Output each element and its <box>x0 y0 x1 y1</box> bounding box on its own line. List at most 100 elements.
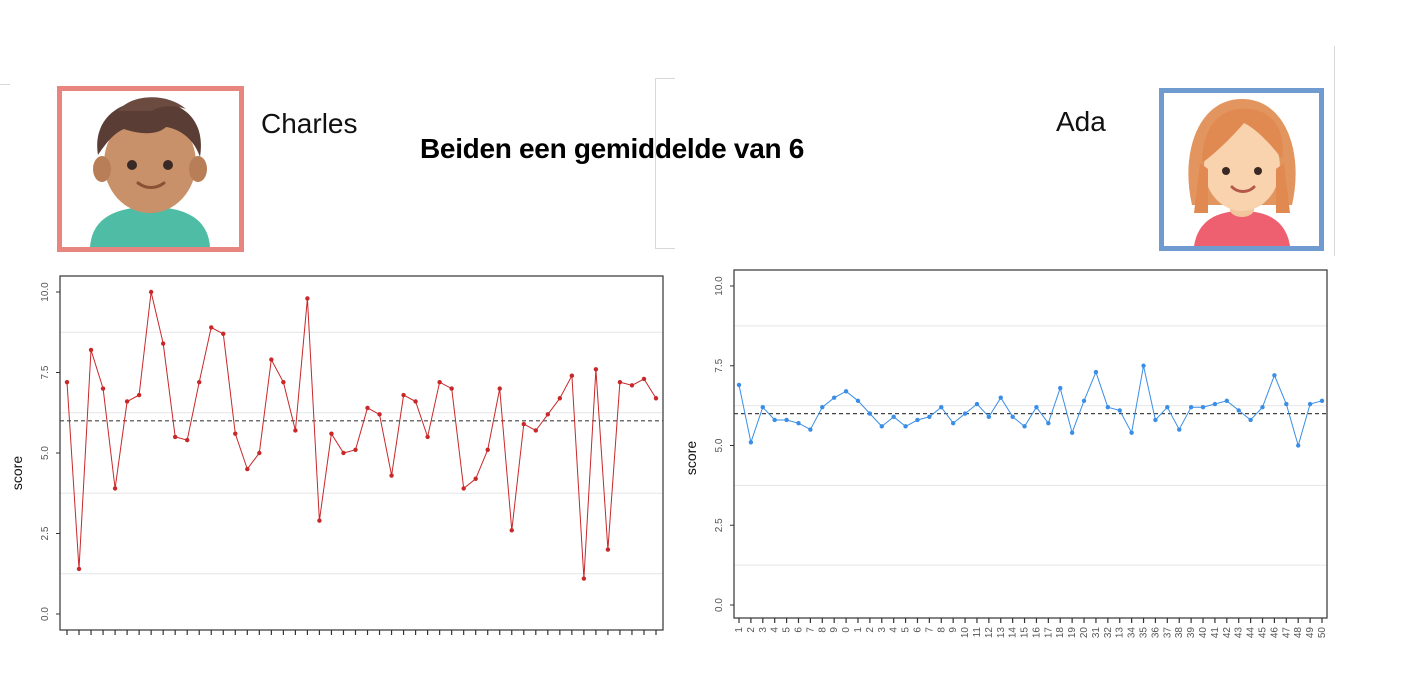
data-point <box>950 420 956 426</box>
data-point <box>903 424 908 429</box>
x-tick-label: 45 <box>1258 627 1269 639</box>
x-tick-label: 39 <box>1186 627 1197 639</box>
y-tick-label: 10.0 <box>714 276 725 296</box>
data-point <box>1069 430 1075 435</box>
data-point <box>593 367 599 372</box>
data-point <box>100 386 106 391</box>
x-tick-label: 10 <box>960 627 971 639</box>
center-bracket-top <box>655 78 675 79</box>
data-point <box>1236 408 1241 413</box>
x-tick-label: 18 <box>1055 627 1066 639</box>
data-point <box>986 414 992 419</box>
data-point <box>581 576 587 581</box>
data-point <box>760 405 765 410</box>
data-point <box>1010 414 1015 419</box>
y-tick-label: 5.0 <box>40 446 51 460</box>
charles-avatar <box>57 86 244 252</box>
data-point <box>831 395 837 400</box>
y-axis-label: score <box>9 456 25 490</box>
boy-avatar-icon <box>90 97 210 247</box>
data-point <box>1284 401 1289 407</box>
x-tick-label: 31 <box>1091 627 1102 639</box>
x-tick-label: 8 <box>936 627 947 633</box>
data-point <box>879 424 884 429</box>
x-tick-label: 34 <box>1127 627 1138 639</box>
x-tick-label: 4 <box>889 627 900 633</box>
y-tick-label: 10.0 <box>40 282 51 302</box>
x-tick-label: 9 <box>829 627 840 633</box>
data-point <box>1081 398 1087 404</box>
data-point <box>1296 443 1301 448</box>
x-tick-label: 15 <box>1020 627 1031 639</box>
data-point <box>927 414 932 419</box>
data-point <box>521 421 526 427</box>
data-point <box>629 383 635 388</box>
ada-avatar <box>1159 88 1324 251</box>
x-tick-label: 40 <box>1198 627 1209 639</box>
data-point <box>136 392 142 398</box>
data-point <box>605 547 611 552</box>
y-tick-label: 0.0 <box>714 598 725 612</box>
x-tick-label: 5 <box>901 627 912 633</box>
data-point <box>545 412 551 417</box>
data-point <box>461 486 466 491</box>
data-point <box>389 473 394 478</box>
x-tick-label: 16 <box>1031 627 1042 639</box>
girl-avatar-icon <box>1188 99 1296 246</box>
data-point <box>365 405 370 411</box>
data-point <box>1034 405 1039 410</box>
y-tick-label: 2.5 <box>714 518 725 532</box>
data-point <box>64 379 70 385</box>
x-tick-label: 50 <box>1317 627 1328 639</box>
x-tick-label: 12 <box>984 627 995 639</box>
x-tick-label: 11 <box>972 627 983 638</box>
data-point <box>293 428 298 433</box>
x-tick-label: 46 <box>1269 627 1280 639</box>
data-point <box>1141 363 1146 368</box>
x-tick-label: 41 <box>1210 627 1221 639</box>
data-point <box>939 405 944 410</box>
data-point <box>1058 385 1063 391</box>
x-tick-label: 7 <box>805 627 816 633</box>
x-tick-label: 20 <box>1079 627 1090 639</box>
x-tick-label: 13 <box>996 627 1007 639</box>
center-bracket-side <box>655 78 656 249</box>
data-point <box>1272 373 1277 378</box>
y-tick-label: 7.5 <box>40 365 51 379</box>
x-tick-label: 49 <box>1305 627 1316 639</box>
data-point <box>353 447 358 452</box>
data-point <box>1319 398 1325 404</box>
page-title: Beiden een gemiddelde van 6 <box>420 133 805 164</box>
x-tick-label: 36 <box>1150 627 1161 639</box>
x-tick-label: 13 <box>1115 627 1126 639</box>
data-point <box>329 431 334 436</box>
data-point <box>1248 417 1253 423</box>
data-point <box>748 440 754 445</box>
data-point <box>736 382 742 388</box>
data-point <box>1046 420 1051 426</box>
data-point <box>269 357 274 362</box>
data-point <box>317 518 322 523</box>
x-tick-label: 42 <box>1222 627 1233 639</box>
x-tick-label: 19 <box>1067 627 1078 639</box>
x-tick-label: 6 <box>793 627 804 633</box>
data-point <box>124 399 130 404</box>
data-point <box>257 450 262 456</box>
data-point <box>425 434 430 440</box>
x-tick-label: 17 <box>1043 627 1054 639</box>
x-tick-label: 48 <box>1293 627 1304 639</box>
data-point <box>197 379 202 385</box>
x-tick-label: 32 <box>1103 627 1114 639</box>
data-point <box>557 396 563 401</box>
data-point <box>617 379 623 385</box>
data-point <box>88 347 94 353</box>
x-tick-label: 0 <box>841 627 852 633</box>
data-point <box>245 466 250 472</box>
x-tick-label: 5 <box>782 627 793 633</box>
plot-border <box>733 269 1328 619</box>
x-tick-label: 35 <box>1139 627 1150 639</box>
data-point <box>485 447 490 452</box>
data-point <box>221 331 226 337</box>
data-point <box>401 392 406 398</box>
